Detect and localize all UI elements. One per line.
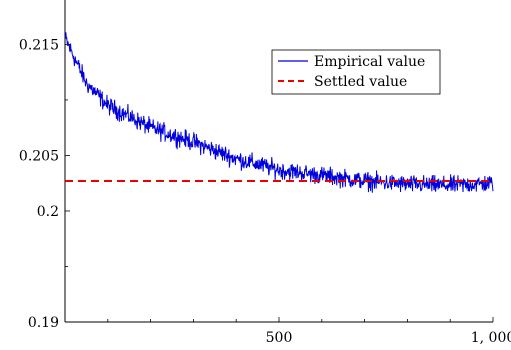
legend-box [271,49,441,95]
legend-label-settled: Settled value [314,74,407,90]
x-tick-label: 1, 000 [471,330,511,346]
y-tick-label: 0.215 [19,37,59,53]
chart-series-layer [64,32,494,193]
series-line-empirical [64,32,494,193]
x-tick-label: 500 [266,330,293,346]
legend-label-empirical: Empirical value [314,54,425,70]
y-tick-label: 0.19 [28,315,59,331]
chart-legend: Empirical value Settled value [271,49,441,95]
chart-axes: 500 1, 000 0.19 0.2 0.205 0.215 [19,0,511,346]
y-tick-label: 0.2 [37,204,59,220]
y-tick-label: 0.205 [19,148,59,164]
